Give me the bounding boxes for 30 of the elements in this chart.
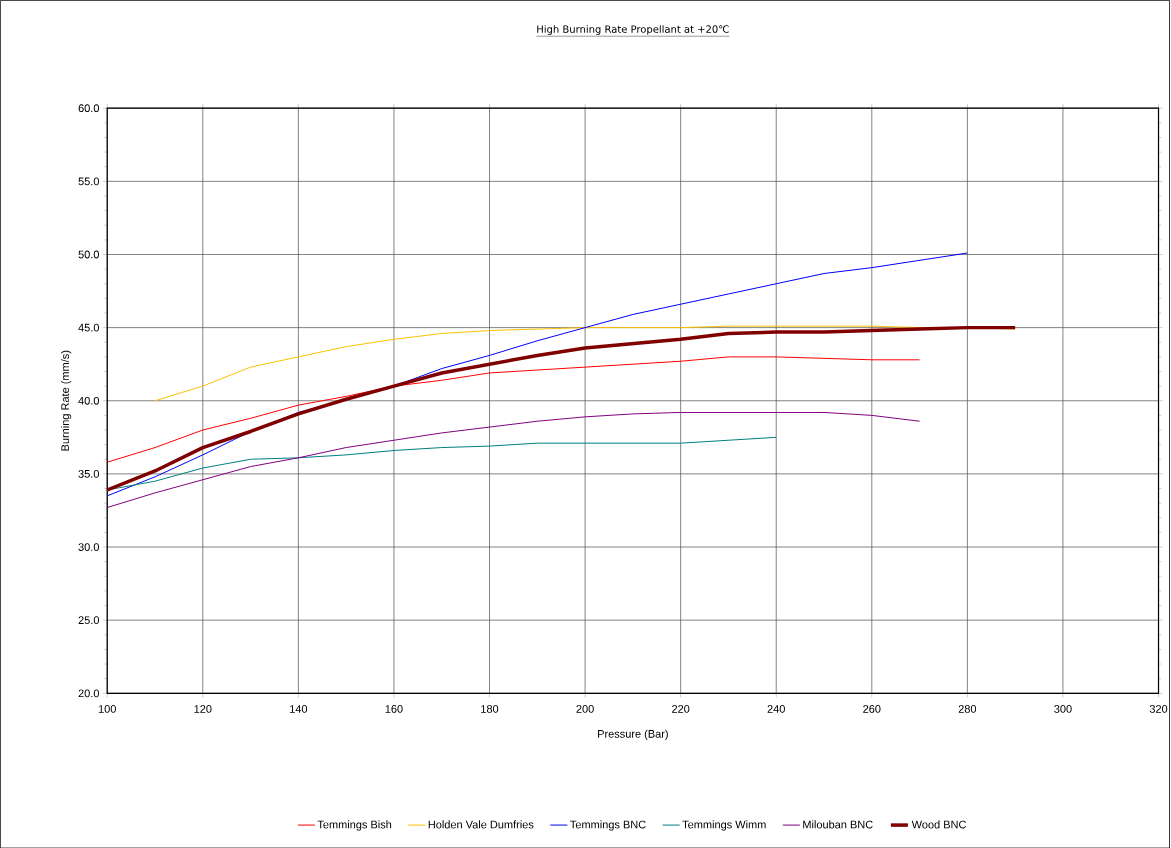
legend-label: Temmings Bish bbox=[317, 820, 392, 831]
y-tick-label: 35.0 bbox=[78, 469, 99, 478]
x-axis-title: Pressure (Bar) bbox=[598, 729, 668, 740]
x-tick-label: 300 bbox=[1054, 704, 1072, 713]
x-tick-label: 240 bbox=[767, 704, 785, 713]
x-tick-label: 280 bbox=[958, 704, 977, 713]
x-tick-label: 160 bbox=[385, 704, 403, 713]
x-tick-label: 120 bbox=[194, 704, 212, 713]
chart-title: High Burning Rate Propellant at +20℃ bbox=[537, 24, 729, 35]
y-axis-title: Burning Rate (mm/s) bbox=[60, 350, 72, 451]
x-tick-label: 140 bbox=[290, 704, 308, 713]
y-tick-label: 45.0 bbox=[78, 323, 99, 332]
legend-label: Temmings BNC bbox=[570, 820, 646, 831]
x-tick-label: 100 bbox=[98, 704, 116, 713]
y-tick-label: 20.0 bbox=[78, 689, 99, 697]
legend-label: Wood BNC bbox=[911, 820, 966, 829]
y-tick-label: 55.0 bbox=[78, 177, 99, 186]
y-tick-label: 30.0 bbox=[78, 542, 99, 551]
x-tick-label: 260 bbox=[863, 704, 881, 713]
x-tick-label: 200 bbox=[576, 704, 594, 713]
legend-label: Holden Vale Dumfries bbox=[428, 820, 534, 829]
y-tick-label: 25.0 bbox=[78, 616, 99, 624]
x-tick-label: 180 bbox=[481, 704, 499, 713]
y-tick-label: 40.0 bbox=[78, 396, 99, 405]
y-tick-label: 60.0 bbox=[78, 104, 99, 112]
x-tick-label: 220 bbox=[672, 704, 690, 713]
legend-label: Milouban BNC bbox=[803, 820, 873, 829]
x-tick-label: 320 bbox=[1149, 704, 1168, 713]
legend-label: Temmings Wimm bbox=[682, 820, 766, 831]
y-tick-label: 50.0 bbox=[78, 250, 99, 259]
